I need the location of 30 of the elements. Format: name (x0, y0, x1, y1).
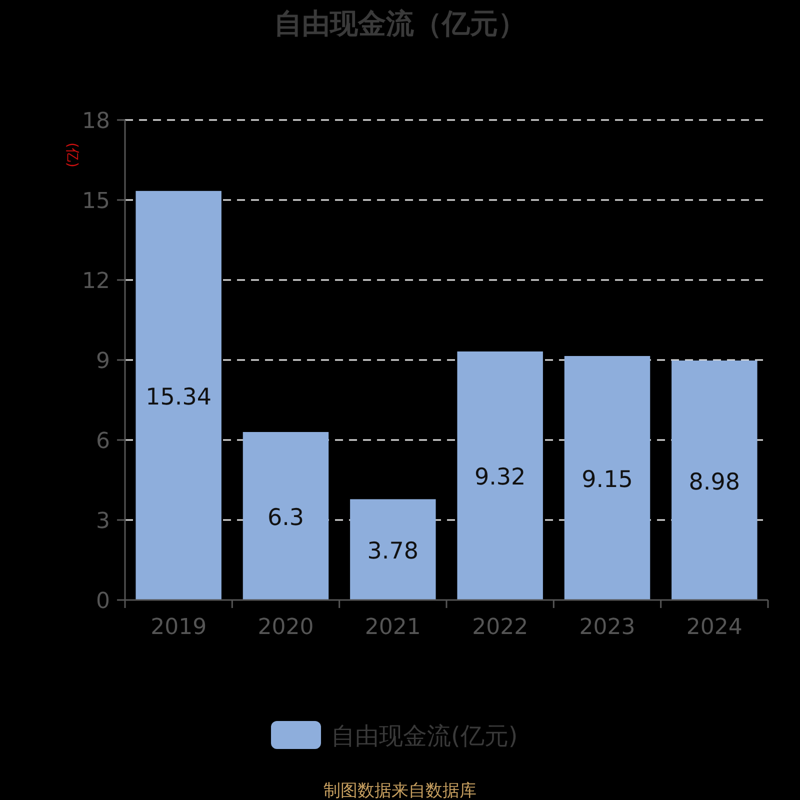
data-label: 9.32 (474, 464, 526, 491)
x-tick-label: 2021 (364, 615, 421, 640)
y-tick-label: 9 (96, 349, 110, 374)
y-tick-label: 0 (96, 589, 110, 614)
legend: 自由现金流(亿元) (271, 721, 518, 750)
bar (350, 499, 436, 600)
y-tick-label: 3 (96, 509, 110, 534)
data-label: 3.78 (367, 538, 419, 565)
legend-label: 自由现金流(亿元) (331, 722, 518, 750)
y-tick-label: 15 (82, 189, 110, 214)
data-label: 6.3 (267, 505, 304, 531)
y-tick-label: 12 (82, 269, 110, 294)
chart-title: 自由现金流（亿元） (274, 7, 526, 40)
x-tick-label: 2022 (472, 615, 528, 640)
bar (242, 432, 329, 600)
x-tick-label: 2024 (686, 615, 742, 640)
x-tick-label: 2023 (579, 615, 636, 640)
bar (564, 356, 650, 600)
y-tick-label: 18 (82, 109, 110, 134)
x-tick-label: 2019 (150, 615, 207, 640)
data-label: 9.15 (582, 467, 633, 493)
x-tick-label: 2020 (258, 615, 314, 640)
bar (672, 360, 758, 600)
text: 制图数据来自数据库 (324, 781, 476, 800)
data-label: 15.34 (146, 384, 212, 410)
y-axis-title: (亿) (64, 142, 80, 168)
bar (136, 190, 222, 600)
data-label: 8.98 (688, 469, 740, 496)
bar (457, 351, 543, 600)
y-tick-label: 6 (96, 429, 110, 454)
